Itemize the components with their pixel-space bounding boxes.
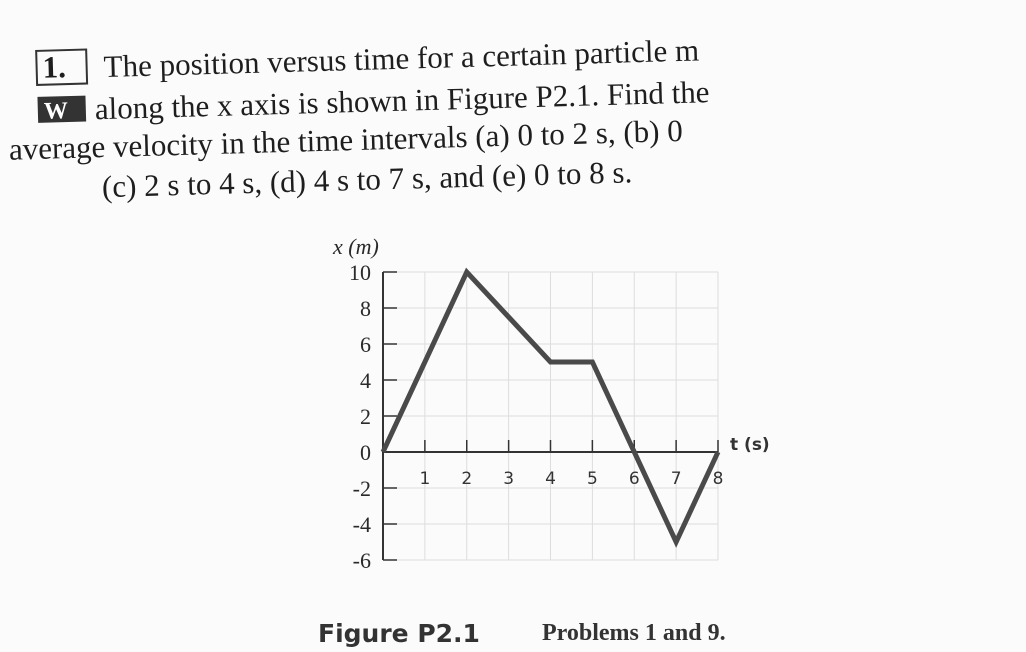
x-tick-label: 3 bbox=[503, 469, 514, 489]
x-tick-label: 1 bbox=[419, 469, 430, 489]
series-line bbox=[380, 267, 721, 548]
x-tick-label: 2 bbox=[461, 469, 472, 489]
y-tick-label: -4 bbox=[353, 512, 371, 537]
y-tick-label: -6 bbox=[353, 548, 371, 573]
y-tick-label: 8 bbox=[360, 296, 371, 321]
x-tick-label: 6 bbox=[629, 469, 640, 489]
badge-box bbox=[37, 95, 87, 123]
x-tick-label: 4 bbox=[545, 469, 556, 489]
y-axis-label: x (m) bbox=[332, 234, 379, 259]
y-tick-label: 10 bbox=[349, 260, 371, 285]
badge: W bbox=[44, 98, 69, 125]
x-tick-label: 5 bbox=[587, 469, 598, 489]
x-tick-label: 8 bbox=[713, 469, 724, 489]
y-tick-label: -2 bbox=[353, 476, 371, 501]
caption-label: Figure P2.1 bbox=[318, 619, 480, 648]
x-tick-label: 7 bbox=[671, 469, 682, 489]
y-tick-label: 4 bbox=[360, 368, 371, 393]
x-axis-label: t (s) bbox=[730, 435, 770, 455]
y-tick-label: 6 bbox=[360, 332, 371, 357]
problem-number: 1. bbox=[42, 49, 66, 85]
caption-text: Problems 1 and 9. bbox=[542, 620, 726, 646]
problem-text: 1. W The position versus time for a cert… bbox=[8, 32, 709, 204]
y-tick-label: 0 bbox=[360, 440, 371, 465]
y-tick-label: 2 bbox=[360, 404, 371, 429]
number-box bbox=[35, 48, 89, 86]
chart: 10 8 6 4 2 0 -2 -4 -6 1 2 3 4 5 6 7 8 x (m) t (s) bbox=[332, 234, 770, 573]
